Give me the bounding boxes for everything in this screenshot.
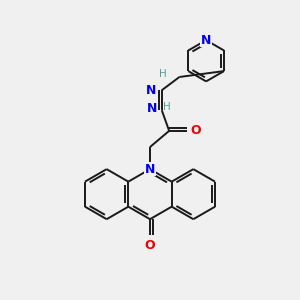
Text: H: H [159, 69, 167, 79]
Text: N: N [147, 102, 158, 115]
Text: O: O [145, 239, 155, 252]
Text: N: N [145, 163, 155, 176]
Text: N: N [201, 34, 211, 47]
Text: N: N [146, 84, 157, 97]
Text: H: H [163, 102, 171, 112]
Text: O: O [190, 124, 201, 137]
